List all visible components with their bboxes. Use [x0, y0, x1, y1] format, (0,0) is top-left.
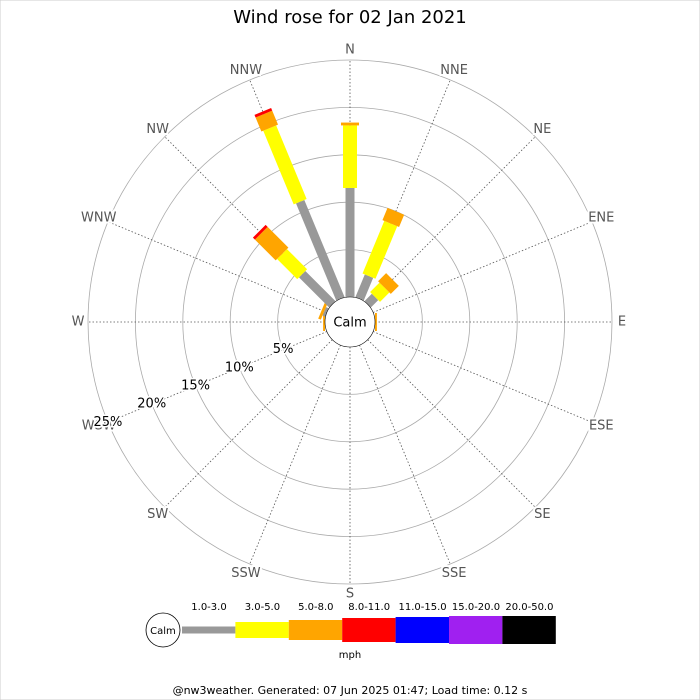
direction-label: W	[72, 315, 85, 330]
legend-swatch	[502, 616, 556, 644]
direction-label: NW	[146, 122, 169, 137]
ring	[87, 59, 613, 585]
bar-segment	[374, 313, 377, 331]
direction-label: E	[618, 315, 626, 330]
direction-label: SE	[534, 507, 550, 522]
legend-swatch	[182, 626, 236, 634]
bar-segment	[323, 313, 326, 331]
bar-segment	[343, 125, 357, 188]
spoke	[367, 136, 536, 305]
calm-circle	[324, 296, 376, 348]
direction-label: WSW	[82, 419, 116, 434]
legend-calm-circle	[145, 612, 181, 648]
bar-segment	[254, 226, 289, 261]
legend-label: 3.0-5.0	[245, 602, 280, 613]
spoke	[164, 339, 333, 508]
legend-label: 1.0-3.0	[191, 602, 226, 613]
bar-segment	[322, 307, 329, 317]
spoke	[107, 331, 328, 423]
ring-label: 20%	[137, 397, 166, 412]
legend-label: 20.0-50.0	[505, 602, 553, 613]
bar-segment	[364, 293, 379, 308]
bar-segment	[362, 220, 398, 279]
direction-label: NNW	[230, 63, 262, 78]
legend-label: 11.0-15.0	[399, 602, 447, 613]
legend-calm-label: Calm	[150, 626, 176, 637]
bar-segment	[370, 282, 390, 302]
direction-label: SSE	[442, 566, 467, 581]
chart-title: Wind rose for 02 Jan 2021	[233, 7, 467, 28]
bar-segment	[254, 108, 273, 118]
direction-label: SW	[147, 507, 168, 522]
spoke	[372, 331, 593, 423]
direction-label: SSW	[231, 566, 261, 581]
bar-segment	[382, 207, 405, 228]
calm-label: Calm	[333, 316, 366, 331]
ring-label: 5%	[273, 342, 294, 357]
legend-swatch	[395, 617, 449, 643]
legend-label: 5.0-8.0	[298, 602, 333, 613]
legend-swatch	[288, 620, 343, 640]
direction-label: S	[346, 587, 354, 602]
spoke	[367, 339, 536, 508]
spoke	[372, 221, 593, 313]
bar-segment	[263, 125, 307, 205]
spoke	[359, 344, 451, 565]
legend-label: 8.0-11.0	[348, 602, 390, 613]
legend-label: 15.0-20.0	[452, 602, 500, 613]
direction-label: ENE	[588, 210, 614, 225]
direction-label: N	[345, 43, 355, 58]
bar-segment	[341, 122, 359, 126]
ring-label: 15%	[181, 378, 210, 393]
bar-segment	[345, 187, 355, 297]
direction-label: WNW	[81, 210, 117, 225]
legend-swatch	[449, 616, 503, 644]
bar-segment	[277, 249, 308, 280]
direction-label: NE	[533, 122, 551, 137]
ring-label: 10%	[225, 360, 254, 375]
bar-segment	[318, 301, 328, 320]
legend-swatch	[342, 618, 396, 642]
legend-swatch	[235, 622, 289, 638]
bar-segment	[298, 270, 336, 308]
direction-label: NNE	[440, 63, 468, 78]
bar-segment	[252, 224, 268, 240]
direction-label: ESE	[589, 419, 614, 434]
bar-segment	[355, 274, 374, 301]
spoke	[249, 344, 341, 565]
bar-segment	[378, 273, 399, 294]
bar-segment	[296, 199, 345, 301]
units-label: mph	[339, 650, 361, 661]
footer: @nw3weather. Generated: 07 Jun 2025 01:4…	[173, 684, 528, 697]
spoke	[107, 221, 328, 313]
bar-segment	[255, 110, 279, 132]
ring-label: 25%	[93, 415, 122, 430]
